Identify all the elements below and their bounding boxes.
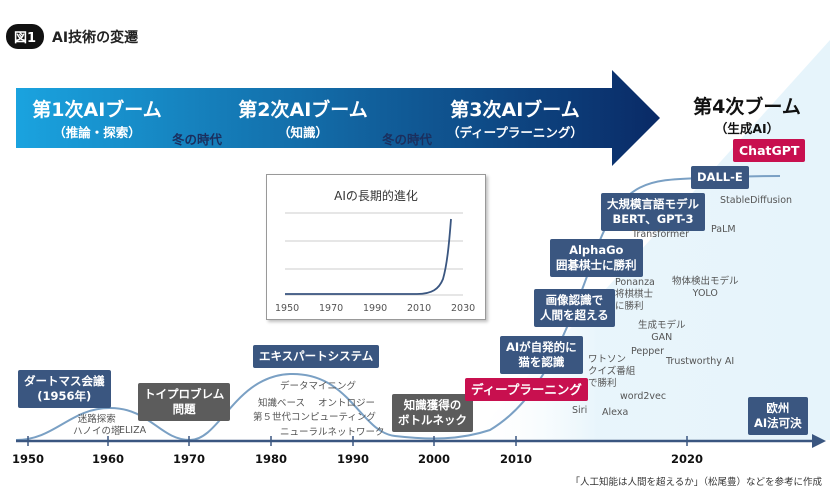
note-pepper: Pepper bbox=[631, 346, 665, 357]
era-third-sub: （ディープラーニング） bbox=[447, 125, 583, 140]
inset-tick-1990: 1990 bbox=[363, 303, 388, 314]
note-watson: ワトソン クイズ番組 で勝利 bbox=[588, 354, 636, 389]
year-2000: 2000 bbox=[418, 452, 451, 466]
figure-label: 図1 AI技術の変遷 bbox=[6, 24, 138, 49]
inset-tick-1970: 1970 bbox=[319, 303, 344, 314]
box-image-recognition-text: 画像認識で 人間を超える bbox=[540, 293, 609, 322]
note-data-mining: データマイニング bbox=[280, 381, 357, 392]
inset-title: AIの長期的進化 bbox=[334, 189, 418, 203]
box-cat-recognition: AIが自発的に 猫を認識 bbox=[500, 336, 583, 374]
box-dartmouth: ダートマス会議 (1956年) bbox=[18, 370, 111, 408]
winter-label-2: 冬の時代 bbox=[382, 132, 433, 147]
inset-curve bbox=[285, 218, 452, 295]
inset-plot bbox=[285, 212, 463, 296]
box-cat-recognition-text: AIが自発的に 猫を認識 bbox=[506, 340, 577, 369]
inset-chart: AIの長期的進化 1950 1970 1990 2010 2030 bbox=[266, 174, 486, 320]
timeline-ticks bbox=[27, 436, 688, 446]
era-second-title: 第2次AIブーム bbox=[238, 99, 368, 121]
era-first-title: 第1次AIブーム bbox=[32, 99, 162, 121]
box-toy-problem-text: トイプロブレム 問題 bbox=[144, 387, 225, 416]
note-eliza: ELIZA bbox=[119, 425, 147, 436]
era-fourth-sub: （生成AI） bbox=[714, 121, 780, 136]
figure-title: AI技術の変遷 bbox=[52, 29, 139, 46]
era-first-sub: （推論・探索） bbox=[53, 125, 141, 140]
inset-tick-2010: 2010 bbox=[407, 303, 432, 314]
note-ponanza: Ponanza 将棋棋士 に勝利 bbox=[615, 277, 655, 312]
note-maze: 迷路探索 ハノイの塔 bbox=[73, 414, 121, 437]
box-alphago-text: AlphaGo 囲碁棋士に勝利 bbox=[556, 243, 637, 272]
box-dartmouth-text: ダートマス会議 (1956年) bbox=[24, 374, 105, 403]
box-deep-learning: ディープラーニング bbox=[465, 378, 588, 401]
timeline-arrowhead bbox=[812, 434, 826, 448]
era-third-title: 第3次AIブーム bbox=[450, 99, 580, 121]
box-eu-ai-act: 欧州 AI法可決 bbox=[748, 397, 808, 435]
box-alphago: AlphaGo 囲碁棋士に勝利 bbox=[550, 239, 643, 277]
inset-tick-1950: 1950 bbox=[275, 303, 300, 314]
box-expert-system: エキスパートシステム bbox=[253, 345, 380, 368]
era-arrow bbox=[16, 70, 660, 166]
note-trustworthy: Trustworthy AI bbox=[666, 356, 735, 367]
box-dalle: DALL-E bbox=[691, 166, 749, 189]
note-ontology: オントロジー bbox=[318, 398, 376, 409]
box-image-recognition: 画像認識で 人間を超える bbox=[534, 289, 615, 327]
note-palm: PaLM bbox=[711, 224, 736, 235]
box-bottleneck-text: 知識獲得の ボトルネック bbox=[398, 398, 467, 427]
box-deep-learning-text: ディープラーニング bbox=[471, 382, 582, 397]
inset-tick-2030: 2030 bbox=[451, 303, 476, 314]
box-eu-ai-act-text: 欧州 AI法可決 bbox=[754, 401, 802, 430]
year-1990: 1990 bbox=[337, 452, 370, 466]
box-expert-system-text: エキスパートシステム bbox=[259, 349, 374, 363]
year-2010: 2010 bbox=[500, 452, 533, 466]
box-bottleneck: 知識獲得の ボトルネック bbox=[392, 394, 473, 432]
year-1970: 1970 bbox=[173, 452, 206, 466]
box-dalle-text: DALL-E bbox=[697, 170, 743, 184]
note-fifth-gen: 第５世代コンピューティング bbox=[253, 412, 376, 423]
note-gan: 生成モデル GAN bbox=[638, 320, 686, 343]
box-chatgpt: ChatGPT bbox=[733, 139, 806, 162]
note-stable-diffusion: StableDiffusion bbox=[720, 195, 793, 206]
year-1980: 1980 bbox=[255, 452, 288, 466]
box-toy-problem: トイプロブレム 問題 bbox=[138, 383, 231, 421]
note-siri: Siri bbox=[572, 405, 588, 416]
box-llm-text: 大規模言語モデル BERT、GPT-3 bbox=[607, 197, 699, 226]
note-alexa: Alexa bbox=[602, 407, 629, 418]
note-neural-net: ニューラルネットワーク bbox=[280, 427, 385, 438]
box-chatgpt-text: ChatGPT bbox=[739, 143, 800, 158]
year-2020: 2020 bbox=[671, 452, 704, 466]
note-transformer: Transformer bbox=[632, 229, 690, 240]
source-note: 「人工知能は人間を超えるか」（松尾豊）などを参考に作成 bbox=[570, 477, 822, 488]
era-second-sub: （知識） bbox=[277, 125, 328, 140]
year-1950: 1950 bbox=[12, 452, 45, 466]
era-fourth-title: 第4次ブーム bbox=[693, 96, 801, 118]
figure-badge: 図1 bbox=[6, 24, 45, 49]
note-yolo: 物体検出モデル YOLO bbox=[672, 276, 739, 299]
note-knowledge-base: 知識ベース bbox=[258, 398, 306, 409]
winter-label-1: 冬の時代 bbox=[172, 132, 223, 147]
year-1960: 1960 bbox=[92, 452, 125, 466]
box-llm: 大規模言語モデル BERT、GPT-3 bbox=[601, 193, 705, 231]
note-word2vec: word2vec bbox=[620, 391, 667, 402]
